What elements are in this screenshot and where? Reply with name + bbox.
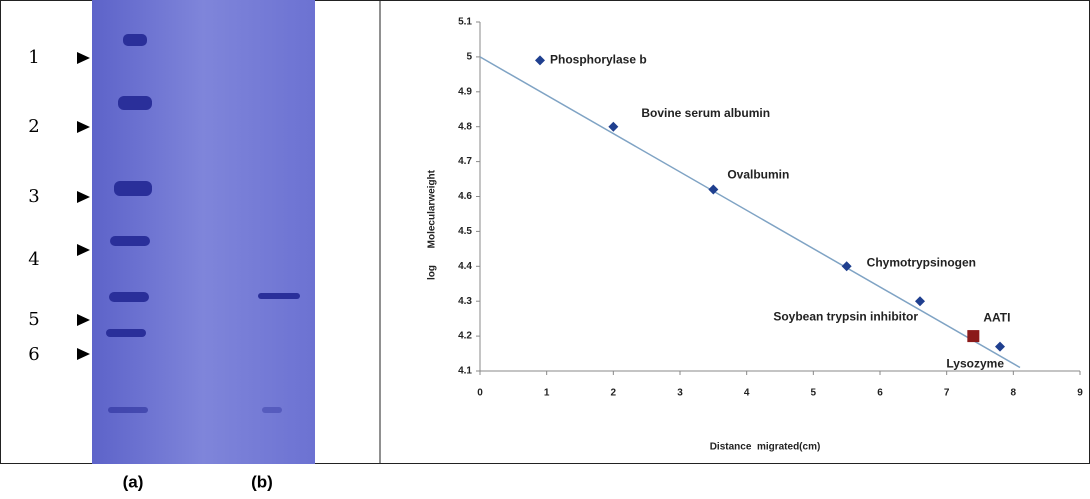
- point-label: Bovine serum albumin: [641, 106, 770, 120]
- lane-label: (b): [251, 472, 273, 491]
- x-tick-label: 5: [811, 388, 817, 399]
- x-tick-label: 6: [877, 388, 883, 399]
- y-tick-label: 4.1: [458, 366, 472, 377]
- point-label: AATI: [983, 310, 1010, 324]
- y-tick-label: 4.6: [458, 191, 472, 202]
- y-tick-label: 5: [466, 52, 472, 63]
- point-label: Phosphorylase b: [550, 53, 647, 67]
- y-tick-label: 5.1: [458, 17, 472, 28]
- marker-label: 4: [28, 249, 39, 270]
- y-axis-label: log Molecularweight: [427, 169, 438, 280]
- x-tick-label: 0: [477, 388, 483, 399]
- y-tick-label: 4.4: [458, 261, 472, 272]
- point-label: Lysozyme: [946, 357, 1004, 371]
- marker-label: 5: [28, 309, 39, 330]
- x-tick-label: 2: [611, 388, 617, 399]
- lane-label: (a): [123, 472, 144, 491]
- y-tick-label: 4.9: [458, 86, 472, 97]
- marker-label: 6: [28, 344, 39, 365]
- marker-label: 2: [28, 116, 39, 137]
- x-tick-label: 7: [944, 388, 950, 399]
- x-tick-label: 4: [744, 388, 750, 399]
- y-tick-label: 4.7: [458, 156, 472, 167]
- marker-label: 3: [28, 186, 39, 207]
- marker-label: 1: [28, 47, 39, 68]
- point-label: Chymotrypsinogen: [867, 255, 976, 269]
- x-tick-label: 9: [1077, 388, 1083, 399]
- x-tick-label: 8: [1011, 388, 1017, 399]
- gel: [92, 0, 315, 464]
- point-label: Soybean trypsin inhibitor: [773, 309, 918, 323]
- y-tick-label: 4.2: [458, 331, 472, 342]
- point-label: Ovalbumin: [727, 168, 789, 182]
- point: [967, 330, 979, 342]
- y-tick-label: 4.5: [458, 226, 472, 237]
- figure: 4.1 4.2 4.3 4.4 4.5 4.6 4.7 4.8 4.9 5 5.1 0 1 2 3 4 5 6 7 8…: [0, 0, 1090, 494]
- y-tick-label: 4.3: [458, 296, 472, 307]
- x-tick-label: 1: [544, 388, 550, 399]
- x-tick-label: 3: [677, 388, 683, 399]
- y-tick-label: 4.8: [458, 121, 472, 132]
- x-axis-label: Distance migrated(cm): [710, 442, 821, 453]
